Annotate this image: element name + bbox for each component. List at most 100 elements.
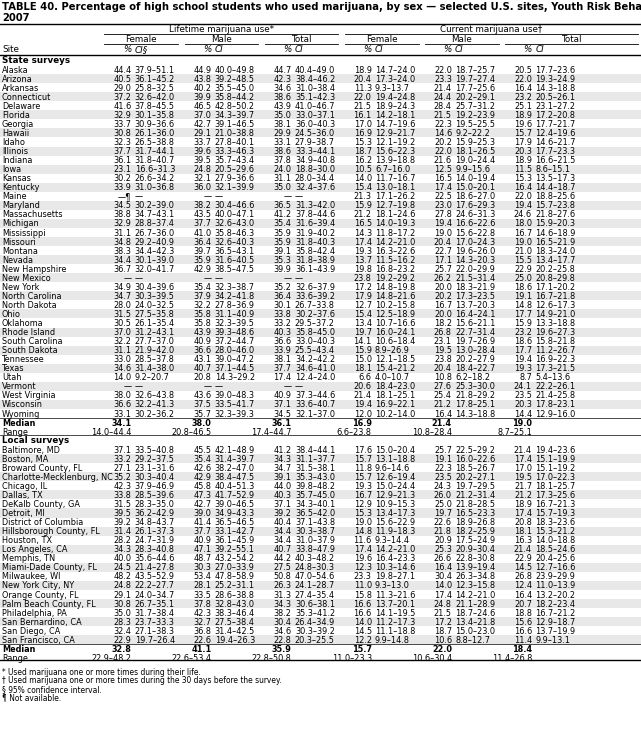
Text: 14.6–21.7: 14.6–21.7 (535, 138, 576, 147)
Text: 15.6: 15.6 (514, 618, 532, 627)
Text: 39.8–48.2: 39.8–48.2 (295, 482, 335, 491)
Text: Total: Total (292, 35, 312, 44)
Text: 10.6–18.4: 10.6–18.4 (375, 337, 415, 346)
Text: 39.0–46.5: 39.0–46.5 (215, 500, 255, 509)
Text: 10.7–16.6: 10.7–16.6 (375, 319, 415, 328)
Bar (0, 490, 641, 499)
Text: Kentucky: Kentucky (2, 183, 39, 192)
Text: 17.7–21.7: 17.7–21.7 (535, 120, 576, 129)
Text: 40.4–49.0: 40.4–49.0 (295, 66, 335, 75)
Text: 19.4–23.6: 19.4–23.6 (535, 446, 576, 454)
Text: Rhode Island: Rhode Island (2, 328, 55, 337)
Text: 17.7–25.6: 17.7–25.6 (455, 83, 495, 92)
Text: 21.0–38.8: 21.0–38.8 (215, 129, 254, 138)
Text: 12.4: 12.4 (514, 582, 532, 591)
Text: 37.7: 37.7 (274, 364, 292, 373)
Text: 35.0: 35.0 (113, 609, 131, 618)
Text: 48.7: 48.7 (194, 554, 212, 563)
Text: 15.4: 15.4 (354, 310, 372, 319)
Text: Vermont: Vermont (2, 382, 37, 391)
Text: 16.9–22.1: 16.9–22.1 (375, 401, 415, 410)
Text: 33.3–46.3: 33.3–46.3 (215, 147, 255, 156)
Text: 20.4–25.6: 20.4–25.6 (535, 554, 576, 563)
Text: 19.1: 19.1 (434, 454, 452, 464)
Text: 42.3: 42.3 (194, 609, 212, 618)
Text: 31.0–37.9: 31.0–37.9 (295, 536, 335, 545)
Text: 8.7–25.1: 8.7–25.1 (497, 428, 532, 437)
Text: 37.9–51.1: 37.9–51.1 (135, 66, 175, 75)
Text: 19.7–27.4: 19.7–27.4 (455, 74, 495, 83)
Text: 27.8: 27.8 (434, 210, 452, 220)
Text: 13.4: 13.4 (354, 319, 372, 328)
Text: 23.3: 23.3 (434, 74, 452, 83)
Text: 22.9: 22.9 (113, 635, 131, 644)
Bar (0, 291, 641, 300)
Text: 15.9: 15.9 (354, 201, 372, 210)
Text: 23.3: 23.3 (354, 572, 372, 581)
Text: 21.3: 21.3 (354, 192, 372, 201)
Text: 15.7: 15.7 (354, 454, 372, 464)
Text: 24.6: 24.6 (514, 210, 532, 220)
Text: 16.8–23.2: 16.8–23.2 (375, 264, 415, 273)
Text: 11.2–26.7: 11.2–26.7 (535, 346, 576, 355)
Text: 28.6–38.8: 28.6–38.8 (215, 591, 254, 600)
Text: 32.1–37.0: 32.1–37.0 (295, 410, 335, 419)
Text: 26.4–34.9: 26.4–34.9 (295, 618, 335, 627)
Text: 24.0–34.7: 24.0–34.7 (135, 591, 175, 600)
Text: 16.6: 16.6 (514, 627, 532, 635)
Text: 38.8: 38.8 (113, 210, 131, 220)
Text: 24.5: 24.5 (113, 563, 131, 572)
Text: 44.4: 44.4 (113, 66, 131, 75)
Text: 14.1: 14.1 (354, 337, 372, 346)
Text: 53.4: 53.4 (194, 572, 212, 581)
Text: 35.9: 35.9 (274, 229, 292, 238)
Text: 19.4–24.8: 19.4–24.8 (375, 93, 415, 102)
Text: 37.0: 37.0 (194, 111, 212, 120)
Text: 18.8–25.6: 18.8–25.6 (535, 192, 576, 201)
Text: 34.3–40.1: 34.3–40.1 (295, 500, 335, 509)
Text: Lifetime marijuana use*: Lifetime marijuana use* (169, 25, 274, 34)
Text: 8.6–15.1: 8.6–15.1 (535, 165, 570, 174)
Text: 32.2: 32.2 (113, 337, 131, 346)
Text: 42.3: 42.3 (274, 74, 292, 83)
Text: 31.3–42.0: 31.3–42.0 (295, 201, 335, 210)
Text: 15.6–22.9: 15.6–22.9 (375, 518, 415, 527)
Text: Kansas: Kansas (2, 174, 31, 183)
Text: 20.4: 20.4 (354, 74, 372, 83)
Text: 19.3: 19.3 (354, 247, 372, 256)
Text: 14.0: 14.0 (354, 618, 372, 627)
Text: 30.2–39.0: 30.2–39.0 (135, 201, 174, 210)
Text: Baltimore, MD: Baltimore, MD (2, 446, 60, 454)
Text: 35.8–45.0: 35.8–45.0 (295, 328, 335, 337)
Text: 42.1–48.9: 42.1–48.9 (215, 446, 255, 454)
Text: 34.3–39.7: 34.3–39.7 (215, 111, 254, 120)
Text: 27.8–40.1: 27.8–40.1 (215, 138, 255, 147)
Text: Delaware: Delaware (2, 102, 40, 111)
Text: 24.8: 24.8 (194, 165, 212, 174)
Text: 33.8: 33.8 (274, 310, 292, 319)
Text: 17.5–24.9: 17.5–24.9 (455, 536, 495, 545)
Text: 34.7: 34.7 (274, 464, 292, 473)
Text: 20.2–27.1: 20.2–27.1 (455, 473, 495, 482)
Text: 20.6: 20.6 (354, 382, 372, 391)
Text: 17.6: 17.6 (354, 446, 372, 454)
Bar (0, 74, 641, 83)
Text: San Bernardino, CA: San Bernardino, CA (2, 618, 81, 627)
Text: 19.4–26.3: 19.4–26.3 (215, 635, 255, 644)
Text: 24.8: 24.8 (434, 600, 452, 609)
Text: 22.0: 22.0 (432, 645, 452, 654)
Text: 34.8: 34.8 (113, 238, 131, 247)
Text: * Used marijuana one or more times during their life.: * Used marijuana one or more times durin… (2, 668, 201, 676)
Text: 31.7–44.1: 31.7–44.1 (135, 147, 175, 156)
Text: CI§: CI§ (135, 45, 147, 54)
Text: 36.8: 36.8 (194, 627, 212, 635)
Text: 22.0: 22.0 (434, 66, 452, 75)
Text: 36.0–40.3: 36.0–40.3 (295, 120, 335, 129)
Text: 39.1–46.5: 39.1–46.5 (215, 120, 255, 129)
Text: 17.4: 17.4 (434, 183, 452, 192)
Text: 26.6: 26.6 (434, 554, 452, 563)
Text: 24.1–28.7: 24.1–28.7 (295, 582, 335, 591)
Text: 9.2–20.7: 9.2–20.7 (135, 373, 169, 382)
Text: 30.2: 30.2 (113, 174, 131, 183)
Text: Current marijuana use†: Current marijuana use† (440, 25, 542, 34)
